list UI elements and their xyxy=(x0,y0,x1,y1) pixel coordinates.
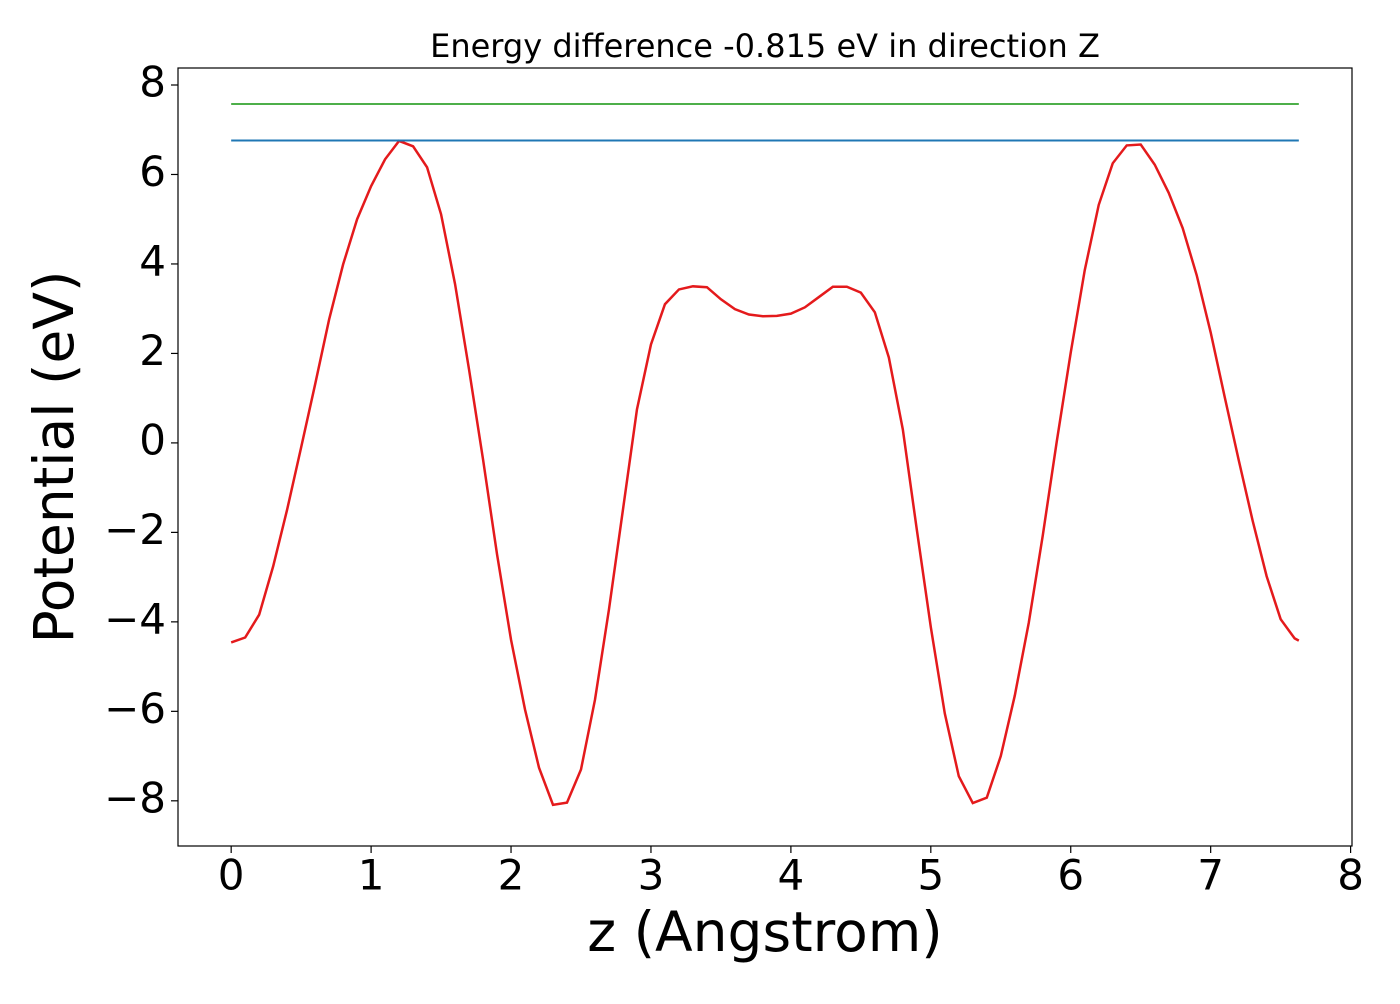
x-tick-label: 8 xyxy=(1337,851,1364,900)
x-axis-label: z (Angstrom) xyxy=(587,900,943,964)
x-tick-label: 0 xyxy=(218,851,245,900)
y-tick-label: −4 xyxy=(104,594,166,643)
y-tick-label: 8 xyxy=(139,58,166,107)
chart-title: Energy difference -0.815 eV in direction… xyxy=(430,27,1100,65)
plot-frame xyxy=(177,67,1353,847)
y-tick-label: 4 xyxy=(139,236,166,285)
data-line xyxy=(230,139,1300,807)
x-tick-label: 5 xyxy=(917,851,944,900)
y-tick-label: −2 xyxy=(104,505,166,554)
x-tick-label: 6 xyxy=(1057,851,1084,900)
y-tick-label: −6 xyxy=(104,684,166,733)
y-axis-label: Potential (eV) xyxy=(22,271,86,644)
x-tick-label: 2 xyxy=(498,851,525,900)
x-tick-label: 3 xyxy=(638,851,665,900)
x-tick-label: 1 xyxy=(358,851,385,900)
x-tick-label: 7 xyxy=(1197,851,1224,900)
y-tick-label: 2 xyxy=(139,326,166,375)
y-tick-label: −8 xyxy=(104,773,166,822)
y-tick-label: 6 xyxy=(139,147,166,196)
y-tick-label: 0 xyxy=(139,415,166,464)
x-tick-label: 4 xyxy=(778,851,805,900)
